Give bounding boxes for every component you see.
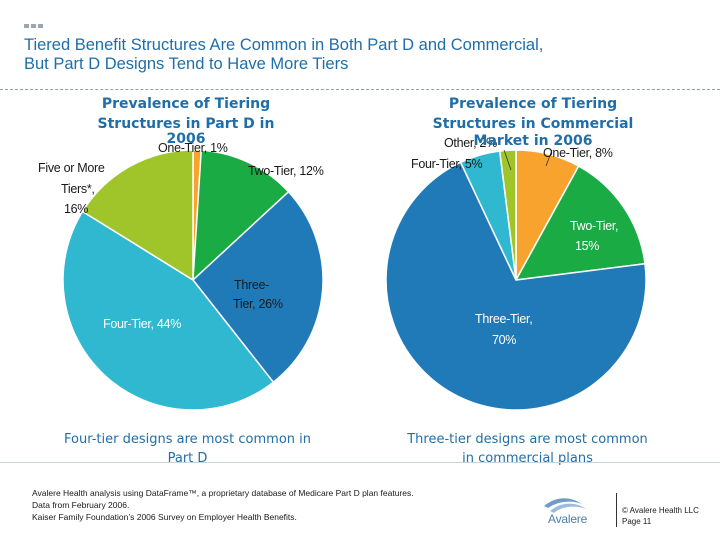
slide-title: Tiered Benefit Structures Are Common in … — [24, 36, 704, 74]
part-d-slice-2 — [192, 149, 290, 282]
chart-title-part-d-line3: 2006 — [166, 131, 206, 147]
title-divider — [0, 89, 720, 90]
commercial-slice-2 — [514, 165, 646, 281]
footer-separator — [616, 493, 617, 527]
slide-title-line1: Tiered Benefit Structures Are Common in … — [24, 36, 544, 54]
label-five-tier-partd-line1: Five or More — [38, 161, 105, 175]
label-four-tier-commercial: Four-Tier, 5% — [411, 157, 483, 171]
chart-title-commercial-line3: Market in 2006 — [473, 133, 593, 149]
label-other-commercial: Other, 2% — [444, 136, 497, 150]
pie-chart-part-d — [62, 149, 324, 411]
label-three-tier-commercial-line1: Three-Tier, — [475, 312, 532, 326]
label-two-tier-commercial-line2: 15% — [575, 239, 599, 253]
logo-name: Avalere — [548, 512, 588, 526]
page-number: Page 11 — [622, 517, 652, 526]
label-five-tier-partd-line3: 16% — [64, 202, 88, 216]
footer — [0, 462, 720, 541]
footnote-kff: Kaiser Family Foundation’s 2006 Survey o… — [32, 512, 297, 522]
commercial-slice-5 — [498, 149, 517, 281]
label-three-tier-commercial-line2: 70% — [492, 333, 516, 347]
chart-title-part-d: Prevalence of Tiering Structures in Part… — [60, 94, 312, 149]
copyright: © Avalere Health LLC — [622, 506, 699, 515]
part-d-slice-3 — [191, 190, 324, 384]
chart-title-part-d-line1: Prevalence of Tiering — [101, 96, 271, 112]
footnotes: Avalere Health analysis using DataFrame™… — [32, 487, 414, 523]
label-five-tier-partd-line2: Tiers*, — [61, 182, 95, 196]
label-three-tier-partd-line2: Tier, 26% — [233, 297, 283, 311]
leader-line-other — [503, 149, 512, 171]
part-d-slice-5 — [81, 149, 194, 282]
label-three-tier-partd-line1: Three- — [234, 278, 269, 292]
chart-title-part-d-line2: Structures in Part D in — [97, 116, 275, 132]
copyright-block: © Avalere Health LLC Page 11 — [622, 505, 699, 527]
chart-title-commercial: Prevalence of Tiering Structures in Comm… — [398, 94, 668, 151]
chart-title-commercial-line2: Structures in Commercial — [432, 116, 634, 132]
label-one-tier-partd: One-Tier, 1% — [158, 141, 228, 155]
label-one-tier-commercial: One-Tier, 8% — [543, 146, 613, 160]
caption-commercial-line1: Three-tier designs are most common — [407, 432, 648, 447]
label-two-tier-commercial-line1: Two-Tier, — [570, 219, 618, 233]
footnote-date: Data from February 2006. — [32, 500, 130, 510]
footnote-source: Avalere Health analysis using DataFrame™… — [32, 488, 414, 498]
avalere-logo-icon — [544, 498, 586, 513]
caption-part-d-line1: Four-tier designs are most common in — [63, 432, 311, 447]
chart-title-commercial-line1: Prevalence of Tiering — [448, 96, 618, 112]
leader-line-one-tier — [545, 149, 553, 167]
label-two-tier-partd: Two-Tier, 12% — [248, 164, 324, 178]
slide-title-line2: But Part D Designs Tend to Have More Tie… — [24, 55, 349, 73]
commercial-slice-3 — [385, 161, 647, 411]
label-four-tier-partd: Four-Tier, 44% — [103, 317, 181, 331]
part-d-slice-4 — [62, 210, 275, 411]
pie-chart-commercial — [385, 149, 647, 411]
charts-canvas: One-Tier, 1% Two-Tier, 12% Three- Tier, … — [38, 136, 647, 411]
title-decoration — [24, 24, 43, 28]
